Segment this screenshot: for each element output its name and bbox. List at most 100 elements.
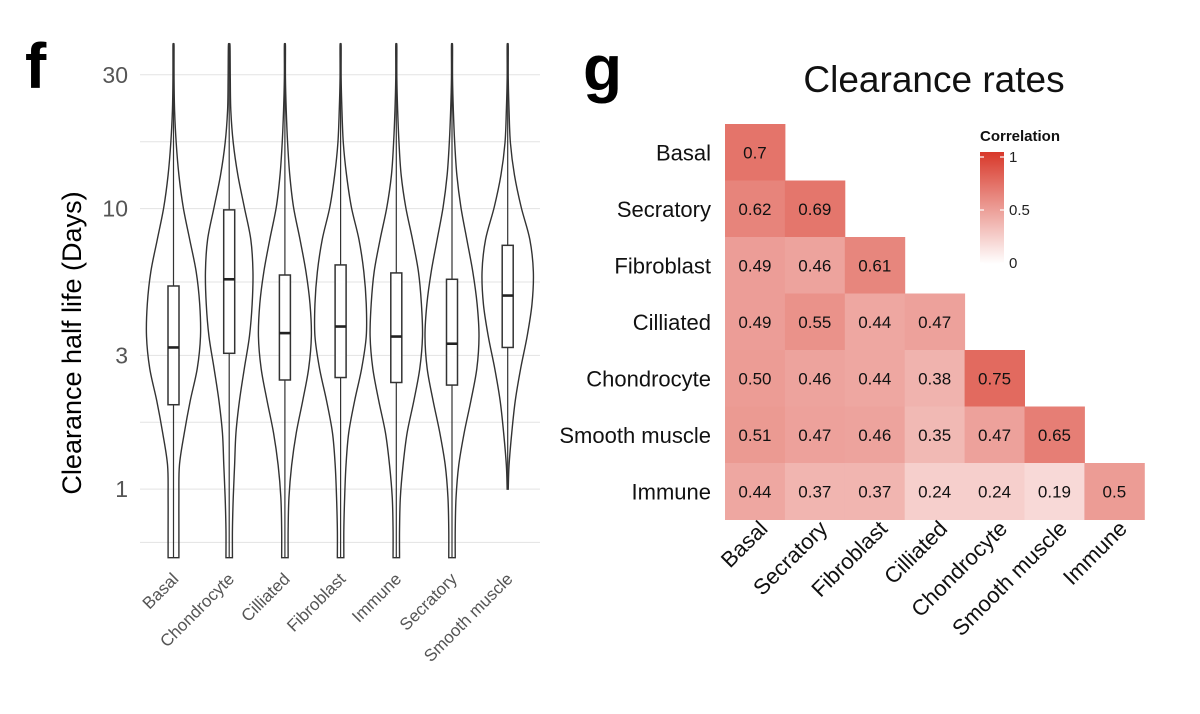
y-tick-label: 3 <box>115 342 128 368</box>
heatmap-cell: 0.50 <box>725 350 786 407</box>
row-label: Smooth muscle <box>559 423 711 448</box>
cell-fill <box>904 406 966 464</box>
panel-letter-f: f <box>25 30 47 102</box>
heatmap-cell: 0.49 <box>725 237 786 294</box>
cell-fill <box>964 350 1025 407</box>
y-tick-label: 10 <box>102 196 128 222</box>
heatmap-cells: 0.7 0.62 0.69 0.49 0.46 0.61 0.49 0.55 0.44 0.47 0… <box>725 124 1145 520</box>
cell-value: 0.37 <box>858 482 891 501</box>
heatmap-cell: 0.75 <box>964 350 1025 407</box>
legend-title: Correlation <box>980 128 1060 145</box>
cell-fill <box>1084 463 1145 520</box>
heatmap-cell: 0.47 <box>964 406 1025 464</box>
cell-value: 0.19 <box>1038 482 1071 501</box>
y-tick-label: 30 <box>102 62 128 88</box>
cell-fill <box>725 124 786 181</box>
color-legend: Correlation 1 0.5 0 <box>980 128 1060 272</box>
row-label: Secratory <box>617 197 711 222</box>
legend-tick-label: 0.5 <box>1009 202 1030 219</box>
cell-value: 0.46 <box>858 426 891 445</box>
heatmap-cell: 0.46 <box>784 237 846 294</box>
iqr-box <box>222 209 236 355</box>
violin-fibroblast <box>313 42 368 559</box>
heatmap-cell: 0.46 <box>784 350 846 407</box>
cell-fill <box>725 237 786 294</box>
heatmap-cell: 0.47 <box>904 293 966 351</box>
cell-fill <box>844 237 906 294</box>
cell-fill <box>725 463 786 520</box>
cell-value: 0.49 <box>738 256 771 275</box>
cell-fill <box>904 463 966 520</box>
iqr-box <box>167 285 180 406</box>
violin-immune <box>369 42 424 559</box>
cell-value: 0.69 <box>798 200 831 219</box>
heatmap-cell: 0.7 <box>725 124 786 181</box>
iqr-box <box>278 274 292 381</box>
cell-fill <box>784 350 846 407</box>
column-labels: BasalSecratoryFibroblastCilliatedChondro… <box>716 516 1132 641</box>
heatmap-cell: 0.47 <box>784 406 846 464</box>
row-label: Immune <box>632 479 711 504</box>
row-labels: Basal Secratory Fibroblast Cilliated Chondro… <box>559 140 711 504</box>
heatmap-cell: 0.51 <box>725 406 786 464</box>
cell-value: 0.35 <box>918 426 951 445</box>
cell-value: 0.51 <box>738 426 771 445</box>
cell-value: 0.62 <box>738 200 771 219</box>
y-tick-label: 1 <box>115 476 128 502</box>
cell-value: 0.75 <box>978 369 1011 388</box>
row-label: Chondrocyte <box>586 366 711 391</box>
legend-colorbar <box>980 152 1004 264</box>
heatmap-cell: 0.55 <box>784 293 846 351</box>
x-tick-label: Cilliated <box>238 569 294 625</box>
cell-fill <box>725 180 786 238</box>
cell-fill <box>1024 406 1085 464</box>
cell-fill <box>784 293 846 351</box>
cell-fill <box>904 293 966 351</box>
cell-fill <box>784 463 846 520</box>
heatmap-cell: 0.69 <box>784 180 846 238</box>
heatmap-cell: 0.38 <box>904 350 966 407</box>
heatmap-cell: 0.44 <box>844 350 906 407</box>
cell-value: 0.46 <box>798 369 831 388</box>
cell-fill <box>784 237 846 294</box>
cell-fill <box>725 406 786 464</box>
cell-fill <box>964 406 1025 464</box>
cell-value: 0.5 <box>1103 482 1127 501</box>
iqr-box <box>390 272 403 384</box>
y-tick-labels: 1 3 10 30 <box>102 62 128 502</box>
cell-value: 0.38 <box>918 369 951 388</box>
iqr-box <box>445 278 459 386</box>
column-label: Basal <box>716 516 773 573</box>
cell-value: 0.47 <box>978 426 1011 445</box>
heatmap-cell: 0.37 <box>844 463 906 520</box>
cell-value: 0.65 <box>1038 426 1071 445</box>
x-tick-label: Immune <box>348 569 405 626</box>
violin-chondrocyte <box>204 42 254 559</box>
cell-fill <box>725 293 786 351</box>
iqr-box <box>334 264 347 379</box>
heatmap-panel: g Clearance rates 0.7 0.62 0.69 0.49 0.46 0.6… <box>559 32 1145 641</box>
cell-fill <box>844 463 906 520</box>
cell-value: 0.37 <box>798 482 831 501</box>
cell-value: 0.24 <box>918 482 951 501</box>
violin-cilliated <box>257 42 313 559</box>
cell-fill <box>1024 463 1085 520</box>
y-axis-label: Clearance half life (Days) <box>57 191 87 494</box>
cell-fill <box>964 463 1025 520</box>
cell-value: 0.7 <box>743 143 767 162</box>
x-tick-label: Basal <box>139 569 183 613</box>
cell-fill <box>844 406 906 464</box>
heatmap-cell: 0.49 <box>725 293 786 351</box>
cell-fill <box>844 293 906 351</box>
cell-value: 0.55 <box>798 313 831 332</box>
violin-basal <box>145 42 202 559</box>
cell-fill <box>725 350 786 407</box>
heatmap-cell: 0.44 <box>725 463 786 520</box>
cell-value: 0.47 <box>918 313 951 332</box>
cell-fill <box>844 350 906 407</box>
panel-letter-g: g <box>583 32 622 104</box>
heatmap-cell: 0.61 <box>844 237 906 294</box>
cell-value: 0.44 <box>858 313 891 332</box>
